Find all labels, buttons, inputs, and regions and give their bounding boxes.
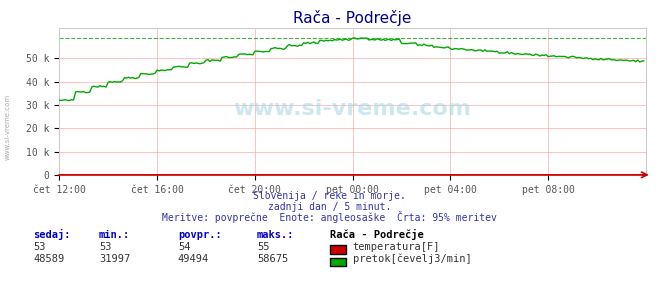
Text: Slovenija / reke in morje.: Slovenija / reke in morje. (253, 191, 406, 201)
Text: Meritve: povprečne  Enote: angleosaške  Črta: 95% meritev: Meritve: povprečne Enote: angleosaške Čr… (162, 212, 497, 223)
Text: 49494: 49494 (178, 254, 209, 264)
Text: 54: 54 (178, 242, 190, 252)
Text: min.:: min.: (99, 230, 130, 240)
Text: Rača - Podrečje: Rača - Podrečje (330, 229, 423, 240)
Text: povpr.:: povpr.: (178, 230, 221, 240)
Text: temperatura[F]: temperatura[F] (353, 242, 440, 252)
Text: www.si-vreme.com: www.si-vreme.com (233, 99, 472, 119)
Text: 55: 55 (257, 242, 270, 252)
Text: 31997: 31997 (99, 254, 130, 264)
Text: www.si-vreme.com: www.si-vreme.com (5, 94, 11, 160)
Text: 58675: 58675 (257, 254, 288, 264)
Text: 53: 53 (33, 242, 45, 252)
Text: pretok[čevelj3/min]: pretok[čevelj3/min] (353, 254, 471, 264)
Text: 48589: 48589 (33, 254, 64, 264)
Text: sedaj:: sedaj: (33, 229, 71, 240)
Text: zadnji dan / 5 minut.: zadnji dan / 5 minut. (268, 202, 391, 212)
Text: maks.:: maks.: (257, 230, 295, 240)
Title: Rača - Podrečje: Rača - Podrečje (293, 10, 412, 26)
Text: 53: 53 (99, 242, 111, 252)
